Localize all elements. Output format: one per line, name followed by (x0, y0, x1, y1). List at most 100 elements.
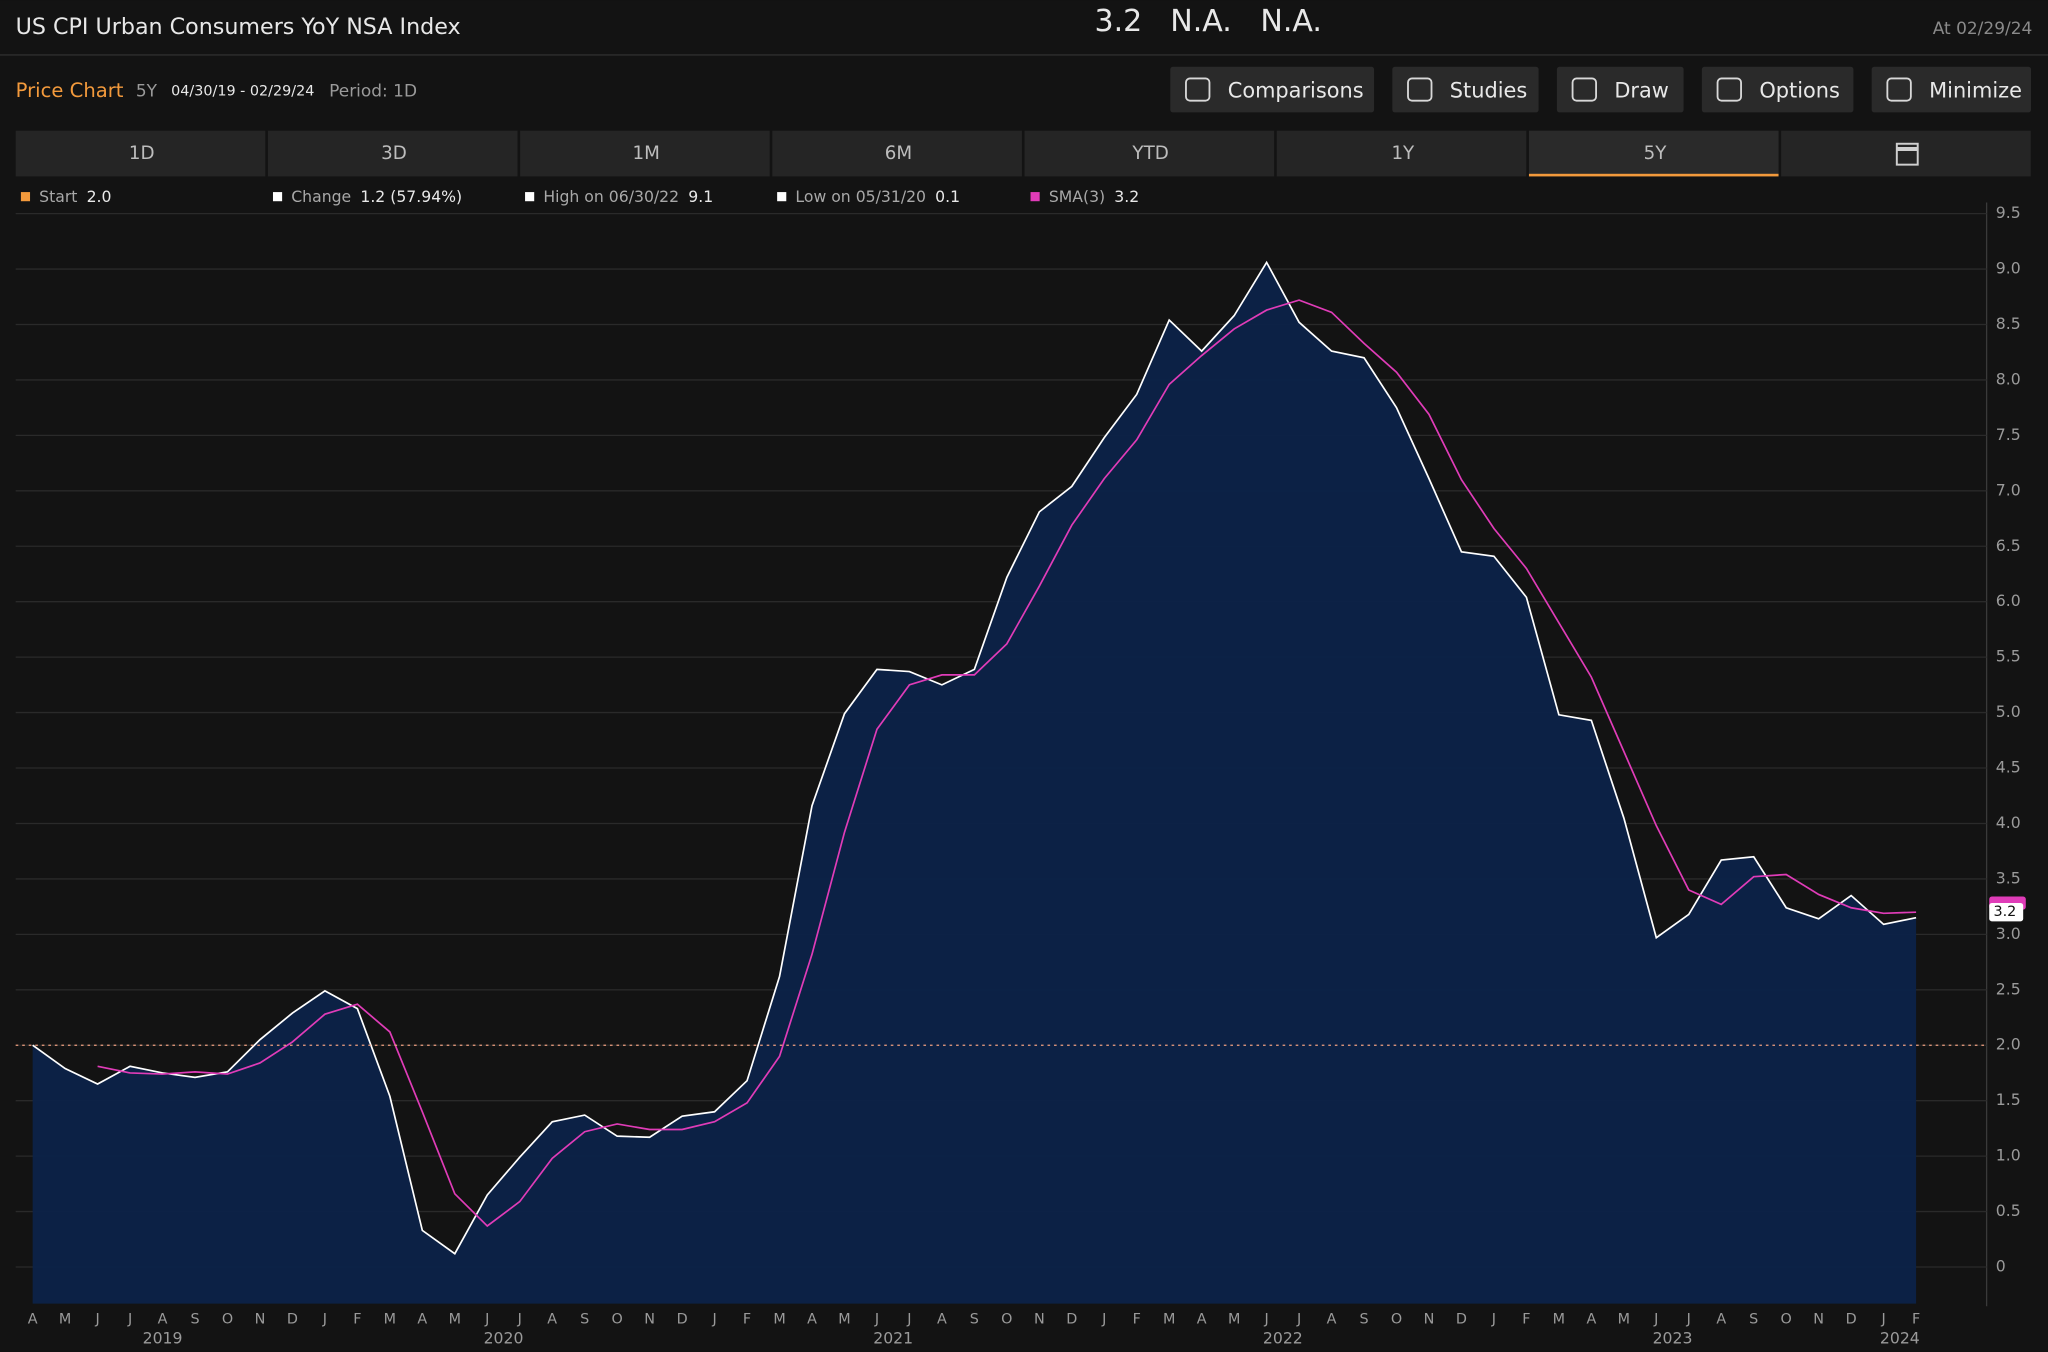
x-tick-label: O (612, 1311, 623, 1327)
tab-label: 5Y (1644, 143, 1668, 164)
x-tick-label: O (1391, 1311, 1402, 1327)
range-tab[interactable] (267, 130, 518, 177)
end-marker (1989, 903, 2024, 922)
button-label: Studies (1450, 79, 1527, 103)
y-tick-label: 7.5 (1996, 425, 2021, 444)
year-label: 2024 (1880, 1328, 1920, 1347)
x-tick-label: A (1586, 1311, 1596, 1327)
year-label: 2021 (873, 1328, 913, 1347)
x-tick-label: J (94, 1311, 99, 1327)
y-tick-label: 0.5 (1996, 1201, 2021, 1220)
button-icon (1886, 77, 1912, 102)
legend-swatch (525, 192, 535, 202)
end-marker-label: 3.2 (1993, 904, 2016, 920)
year-label: 2020 (484, 1328, 524, 1347)
legend-value: 1.2 (57.94%) (360, 187, 462, 206)
calendar-icon (1895, 142, 1919, 166)
button-label: Minimize (1929, 79, 2022, 103)
x-tick-label: A (547, 1311, 557, 1327)
x-tick-label: S (190, 1311, 199, 1327)
y-tick-label: 4.5 (1996, 758, 2021, 777)
x-tick-label: A (807, 1311, 817, 1327)
legend-name: SMA(3) (1049, 187, 1105, 206)
security-title: US CPI Urban Consumers YoY NSA Index (16, 14, 461, 40)
button-icon (1185, 77, 1211, 102)
button-icon (1407, 77, 1433, 102)
line (97, 299, 1917, 1228)
x-tick-label: F (1522, 1311, 1530, 1327)
y-tick-label: 0 (1996, 1257, 2006, 1276)
date-range: 04/30/19 - 02/29/24 (171, 84, 314, 100)
legend-swatch (1030, 192, 1040, 202)
x-tick-label: M (1618, 1311, 1630, 1327)
range-tab[interactable] (520, 130, 770, 177)
x-tick-label: J (517, 1311, 522, 1327)
x-tick-label: N (644, 1311, 655, 1327)
x-tick-label: J (874, 1311, 879, 1327)
range-tab[interactable] (15, 130, 266, 177)
x-tick-label: A (1716, 1311, 1726, 1327)
legend-swatch (20, 192, 31, 202)
x-tick-label: M (773, 1311, 785, 1327)
legend-name: Start (39, 187, 77, 206)
y-tick-label: 8.5 (1996, 314, 2021, 333)
x-tick-label: F (743, 1311, 751, 1327)
y-tick-label: 9.0 (1996, 259, 2021, 278)
x-tick-label: M (838, 1311, 850, 1327)
range-tab[interactable] (1528, 130, 1779, 177)
y-tick-label: 1.0 (1996, 1146, 2021, 1165)
net-change: N.A. (1170, 4, 1232, 39)
x-tick-label: F (1912, 1311, 1920, 1327)
x-tick-label: N (255, 1311, 266, 1327)
chart-label: Price Chart (16, 79, 124, 102)
toolbar-button[interactable] (1871, 66, 2032, 113)
x-tick-label: M (59, 1311, 71, 1327)
range-tab[interactable] (772, 130, 1022, 177)
area (32, 262, 1917, 1304)
year-label: 2023 (1653, 1328, 1693, 1347)
x-tick-label: M (384, 1311, 396, 1327)
x-tick-label: S (970, 1311, 979, 1327)
range-tab[interactable] (1024, 130, 1275, 177)
legend-name: High on 06/30/22 (543, 187, 679, 206)
x-tick-label: J (484, 1311, 489, 1327)
x-tick-label: D (1066, 1311, 1077, 1327)
range-label: 5Y (136, 82, 158, 102)
x-tick-label: S (580, 1311, 589, 1327)
year-label: 2019 (143, 1328, 183, 1347)
x-tick-label: S (1749, 1311, 1758, 1327)
legend-value: 3.2 (1114, 187, 1139, 206)
legend-value: 2.0 (87, 187, 112, 206)
x-tick-label: J (1653, 1311, 1658, 1327)
active-underline (1528, 173, 1779, 177)
y-tick-label: 5.5 (1996, 647, 2021, 666)
y-tick-label: 4.0 (1996, 813, 2021, 832)
x-tick-label: A (28, 1311, 38, 1327)
x-tick-label: M (1553, 1311, 1565, 1327)
x-tick-label: A (1327, 1311, 1337, 1327)
year-label: 2022 (1263, 1328, 1303, 1347)
x-tick-label: J (1263, 1311, 1268, 1327)
y-tick-label: 1.5 (1996, 1090, 2021, 1109)
toolbar-button[interactable] (1701, 66, 1854, 113)
toolbar-button[interactable] (1170, 66, 1375, 113)
x-tick-label: M (1163, 1311, 1175, 1327)
y-tick-label: 6.0 (1996, 591, 2021, 610)
tab-label: YTD (1131, 143, 1168, 164)
range-tab[interactable] (1276, 130, 1527, 177)
x-tick-label: F (353, 1311, 361, 1327)
button-label: Draw (1614, 79, 1669, 103)
last-price: 3.2 (1095, 4, 1143, 39)
line (32, 260, 1917, 1255)
x-tick-label: O (222, 1311, 233, 1327)
tab-label: 1M (633, 143, 660, 164)
x-tick-label: N (1813, 1311, 1824, 1327)
x-tick-label: J (1101, 1311, 1106, 1327)
y-tick-label: 6.5 (1996, 536, 2021, 555)
tab-label: 3D (381, 143, 407, 164)
x-tick-label: A (417, 1311, 427, 1327)
x-tick-label: N (1034, 1311, 1045, 1327)
y-tick-label: 7.0 (1996, 480, 2021, 499)
range-tab[interactable] (1781, 130, 2031, 177)
